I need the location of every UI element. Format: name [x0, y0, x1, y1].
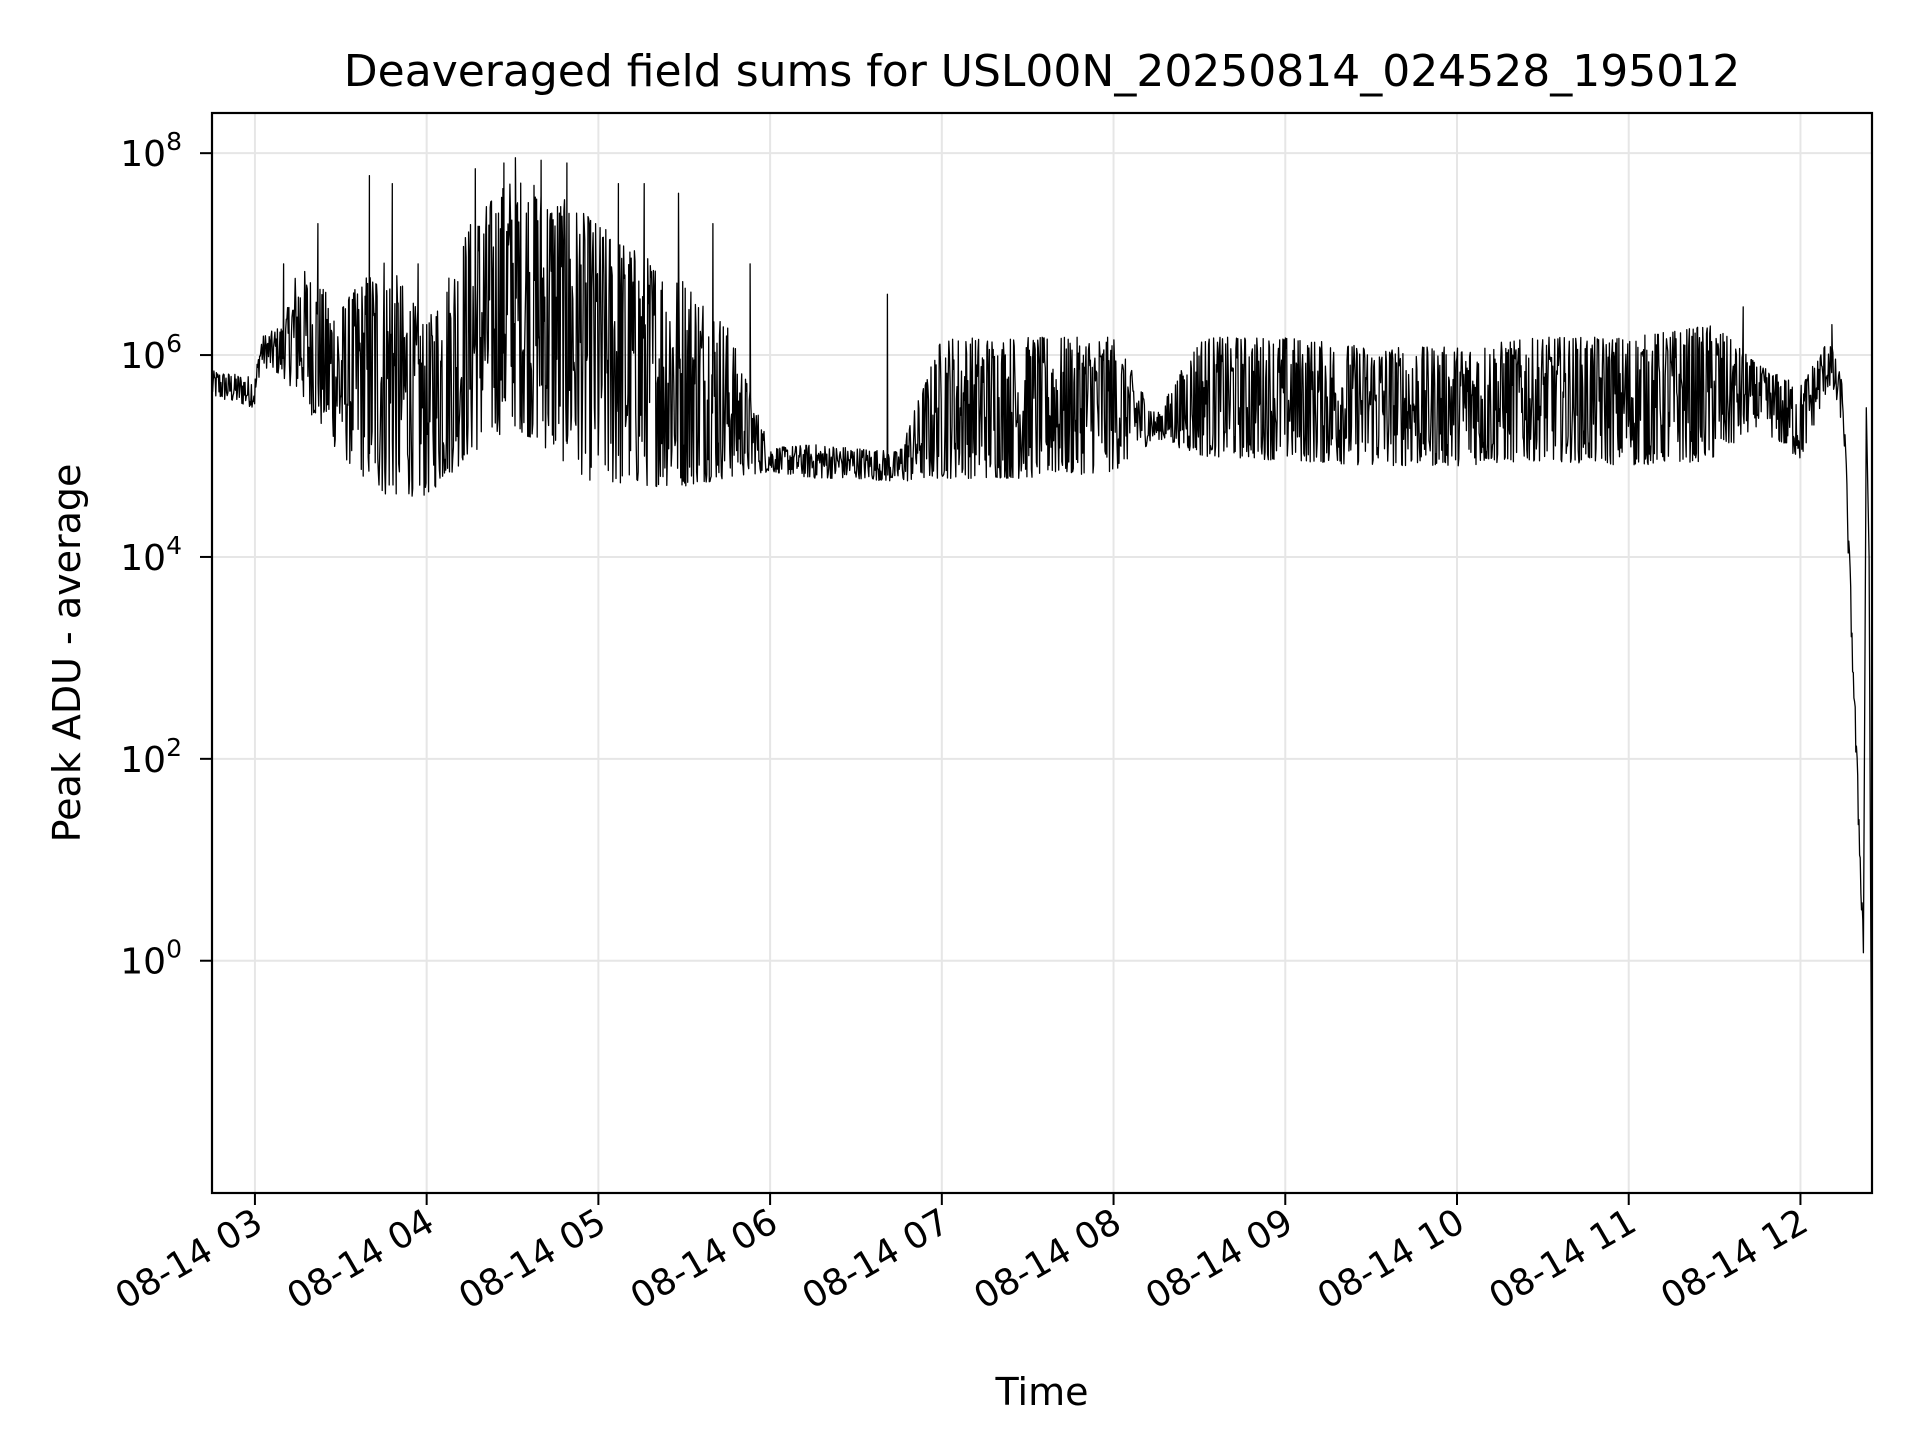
y-tick-label: 108 — [120, 127, 182, 175]
y-axis-label: Peak ADU - average — [45, 464, 89, 843]
y-tick-exponent: 6 — [166, 329, 182, 358]
y-tick-exponent: 0 — [166, 935, 182, 964]
y-tick-base: 10 — [120, 740, 166, 781]
y-tick-exponent: 4 — [166, 531, 182, 560]
y-tick-base: 10 — [120, 538, 166, 579]
y-tick-base: 10 — [120, 336, 166, 377]
series-line — [211, 157, 1873, 1194]
y-tick-base: 10 — [120, 942, 166, 983]
y-tick-label: 104 — [120, 531, 182, 579]
x-axis-label: Time — [995, 1370, 1089, 1414]
plot-series — [211, 157, 1873, 1194]
y-tick-base: 10 — [120, 134, 166, 175]
y-tick-label: 102 — [120, 733, 182, 781]
y-tick-exponent: 2 — [166, 733, 182, 762]
chart-title: Deaveraged field sums for USL00N_2025081… — [344, 46, 1740, 97]
plot-frame — [210, 111, 1874, 1195]
y-tick-label: 106 — [120, 329, 182, 377]
y-tick-label: 100 — [120, 935, 182, 983]
y-tick-exponent: 8 — [166, 127, 182, 156]
